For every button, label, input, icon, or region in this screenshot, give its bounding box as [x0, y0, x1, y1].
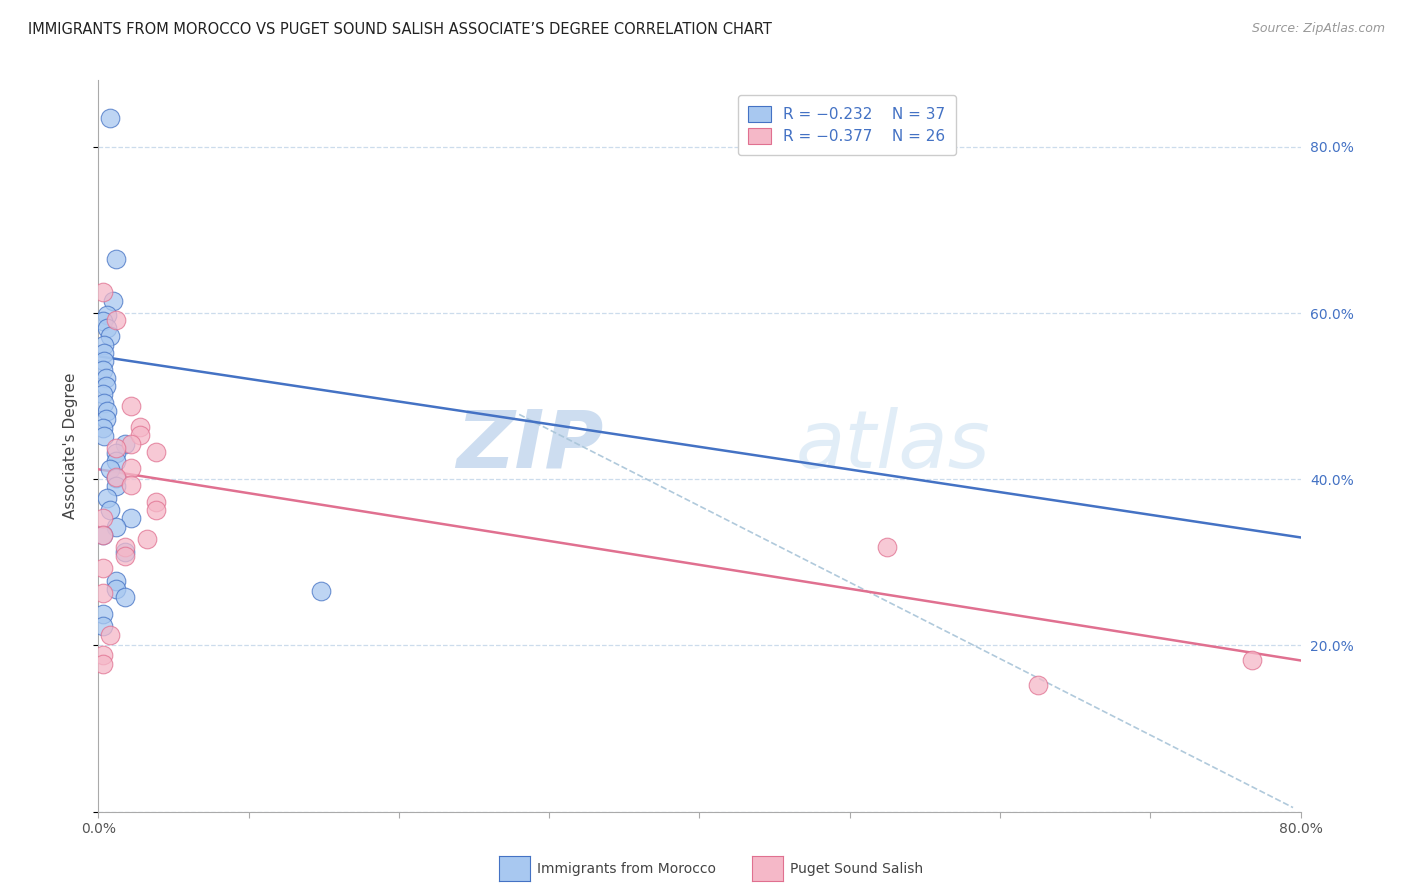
Point	[91, 314, 114, 328]
Point	[121, 478, 143, 492]
Point	[105, 469, 128, 483]
Point	[96, 321, 118, 335]
Point	[129, 428, 152, 442]
Point	[105, 454, 128, 468]
Point	[105, 252, 128, 266]
Point	[135, 532, 157, 546]
Y-axis label: Associate's Degree: Associate's Degree	[63, 373, 77, 519]
Point	[876, 541, 898, 555]
Point	[100, 503, 122, 517]
Point	[100, 329, 122, 343]
Point	[93, 396, 115, 410]
Point	[91, 657, 114, 671]
Point	[105, 445, 128, 459]
Point	[91, 586, 114, 600]
Text: atlas: atlas	[796, 407, 990, 485]
Point	[100, 628, 122, 642]
Point	[96, 491, 118, 505]
Point	[105, 441, 128, 455]
Point	[91, 619, 114, 633]
Point	[105, 582, 128, 596]
Point	[114, 591, 136, 605]
Point	[105, 574, 128, 588]
Point	[121, 399, 143, 413]
Point	[91, 528, 114, 542]
Point	[105, 519, 128, 533]
Point	[91, 607, 114, 621]
Text: Immigrants from Morocco: Immigrants from Morocco	[537, 862, 716, 876]
Point	[100, 462, 122, 476]
Point	[1241, 652, 1264, 666]
Text: ZIP: ZIP	[456, 407, 603, 485]
Point	[145, 503, 167, 517]
Point	[91, 362, 114, 376]
Point	[91, 387, 114, 401]
Text: IMMIGRANTS FROM MOROCCO VS PUGET SOUND SALISH ASSOCIATE’S DEGREE CORRELATION CHA: IMMIGRANTS FROM MOROCCO VS PUGET SOUND S…	[28, 22, 772, 37]
Point	[96, 308, 118, 322]
Point	[94, 371, 117, 385]
Point	[121, 461, 143, 475]
Point	[100, 111, 122, 125]
Point	[91, 420, 114, 434]
Point	[145, 445, 167, 459]
Point	[309, 584, 332, 599]
Point	[91, 511, 114, 525]
Point	[121, 436, 143, 450]
Point	[114, 541, 136, 555]
Point	[94, 379, 117, 393]
Point	[96, 404, 118, 418]
Point	[93, 337, 115, 351]
Point	[129, 420, 152, 434]
Point	[93, 346, 115, 360]
Point	[121, 511, 143, 525]
Point	[114, 437, 136, 451]
Point	[1026, 677, 1049, 691]
Point	[91, 561, 114, 575]
Point	[91, 528, 114, 542]
Text: Source: ZipAtlas.com: Source: ZipAtlas.com	[1251, 22, 1385, 36]
Point	[91, 285, 114, 300]
Point	[91, 648, 114, 663]
Point	[114, 549, 136, 563]
Text: Puget Sound Salish: Puget Sound Salish	[790, 862, 924, 876]
Point	[114, 544, 136, 558]
Point	[93, 429, 115, 443]
Point	[94, 412, 117, 426]
Point	[105, 479, 128, 493]
Point	[105, 470, 128, 484]
Point	[145, 494, 167, 508]
Legend: R = −0.232    N = 37, R = −0.377    N = 26: R = −0.232 N = 37, R = −0.377 N = 26	[738, 95, 956, 154]
Point	[103, 293, 125, 308]
Point	[105, 312, 128, 326]
Point	[93, 354, 115, 368]
